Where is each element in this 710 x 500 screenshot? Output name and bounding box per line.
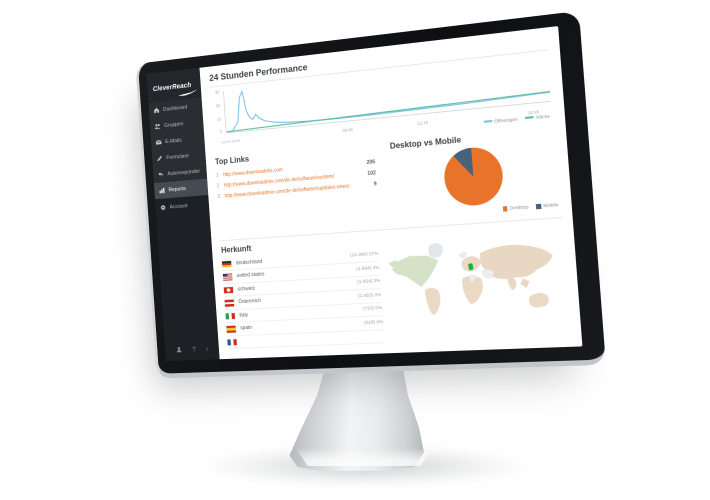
reply-icon (158, 171, 165, 178)
flag-austria-icon (225, 300, 235, 307)
gear-icon (160, 204, 167, 211)
main-content: 24 Stunden Performance 30 20 10 0 06:45 … (200, 26, 583, 359)
legend-dash-0 (484, 120, 493, 123)
x-tick: 18:45 (528, 109, 540, 115)
country-value: (14.368) 27% (350, 252, 379, 259)
flag-italy-icon (226, 313, 236, 320)
y-tick: 30 (215, 90, 220, 95)
country-name: spain (240, 320, 364, 331)
country-value: (723) 0% (363, 306, 383, 312)
country-name (241, 336, 384, 342)
legend-dash-1 (525, 116, 534, 119)
pie-legend-mobile: Mobile (543, 203, 559, 209)
country-table: deutschland (14.368) 27% united states (… (222, 248, 385, 349)
edit-icon (156, 155, 163, 162)
sidebar-footer: ? ‹ (165, 340, 220, 361)
legend-label-oeffnungen: Öffnungen (494, 118, 518, 125)
sidebar-item-label: Reports (168, 186, 186, 193)
dashboard-screen: CleverReach Dashboard Gruppen E-Mails (147, 26, 583, 361)
sidebar-item-label: Formulare (166, 153, 189, 161)
country-value: (1.554) 3% (357, 279, 380, 285)
home-icon (153, 107, 160, 114)
collapse-icon[interactable]: ‹ (206, 346, 209, 353)
flag-germany-icon (222, 260, 232, 267)
x-tick: 06:45 (342, 127, 353, 133)
pie-swatch-mobile (536, 204, 541, 209)
logo: CleverReach (147, 68, 202, 103)
y-tick: 10 (217, 117, 222, 122)
sidebar-item-account[interactable]: Account (155, 195, 209, 217)
sidebar-item-label: Dashboard (163, 104, 188, 112)
y-axis-ticks: 30 20 10 0 (210, 90, 224, 135)
sidebar-item-label: Gruppen (164, 121, 184, 129)
world-map (377, 228, 570, 343)
pie-legend-desktop: Desktop (510, 205, 529, 212)
pie-swatch-desktop (503, 206, 508, 211)
country-name: italy (239, 307, 363, 319)
x-tick: 12:45 (417, 120, 428, 126)
link-clicks: 206 (349, 159, 375, 167)
country-value: (1.694) 3% (356, 266, 379, 272)
desktop-vs-mobile-section: Desktop vs Mobile Desktop Mobile (374, 127, 561, 221)
user-icon[interactable] (175, 346, 182, 355)
monitor-stand-base (290, 448, 438, 466)
country-value: (1.453) 3% (358, 293, 381, 299)
monitor-bezel: CleverReach Dashboard Gruppen E-Mails (135, 11, 606, 379)
desktop-mobile-pie (443, 145, 505, 207)
sidebar-item-label: Account (170, 203, 188, 210)
sidebar-item-label: E-Mails (165, 137, 182, 144)
link-clicks: 102 (350, 170, 376, 178)
sidebar-item-label: Autoresponder (167, 168, 200, 177)
y-tick: 20 (216, 103, 221, 108)
logo-swoosh-icon (177, 88, 199, 97)
bar-chart-icon (159, 187, 166, 194)
mail-icon (155, 139, 162, 146)
link-clicks: 9 (351, 181, 377, 189)
flag-spain-icon (226, 326, 236, 333)
country-value: (528) 0% (364, 320, 384, 326)
legend-label-klicks: Klicks (536, 115, 550, 121)
flag-switzerland-icon (224, 287, 234, 294)
scene: CleverReach Dashboard Gruppen E-Mails (0, 0, 710, 500)
top-links-section: Top Links 1 http://www.downloadmix.com 2… (215, 143, 380, 232)
y-tick: 0 (220, 129, 223, 134)
flag-united-states-icon (223, 273, 233, 280)
users-icon (154, 123, 161, 130)
help-icon[interactable]: ? (192, 347, 196, 354)
flag-france-icon (227, 339, 237, 346)
herkunft-section: Herkunft deutschland (14.368) 27% united… (220, 217, 570, 350)
